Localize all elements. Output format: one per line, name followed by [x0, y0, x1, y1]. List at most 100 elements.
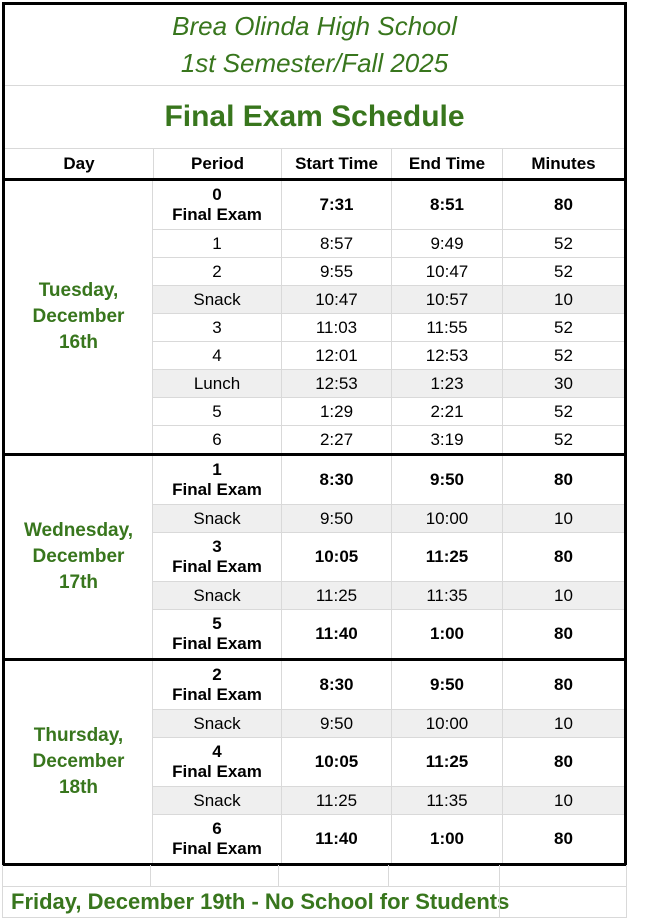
- period-exam-label: Final Exam: [172, 480, 262, 499]
- period-exam-label: Final Exam: [172, 557, 262, 576]
- end-time-cell: 10:00: [391, 710, 502, 737]
- minutes-cell: 52: [502, 342, 624, 369]
- end-time-cell: 9:49: [391, 230, 502, 257]
- schedule-row: 1 Final Exam 8:30 9:50 80: [153, 456, 624, 504]
- empty-cell: [499, 865, 621, 886]
- schedule-row: 1 8:57 9:49 52: [153, 229, 624, 257]
- empty-cell: [499, 887, 626, 917]
- schedule-row: 3 11:03 11:55 52: [153, 313, 624, 341]
- end-time-cell: 10:57: [391, 286, 502, 313]
- period-number: Lunch: [193, 373, 241, 393]
- schedule-row: 6 Final Exam 11:40 1:00 80: [153, 814, 624, 863]
- start-time-cell: 11:40: [281, 610, 391, 658]
- day-label-line: Wednesday,: [23, 520, 134, 541]
- day-label-line: December: [32, 751, 125, 772]
- period-cell: Snack: [153, 286, 281, 313]
- period-cell: 1 Final Exam: [153, 456, 281, 504]
- period-cell: Snack: [153, 710, 281, 737]
- period-number: Snack: [193, 508, 241, 528]
- minutes-cell: 30: [502, 370, 624, 397]
- minutes-cell: 10: [502, 710, 624, 737]
- start-time-cell: 9:55: [281, 258, 391, 285]
- end-time-cell: 1:00: [391, 815, 502, 863]
- minutes-cell: 52: [502, 398, 624, 425]
- end-time-cell: 8:51: [391, 181, 502, 229]
- minutes-cell: 80: [502, 181, 624, 229]
- minutes-cell: 10: [502, 286, 624, 313]
- start-time-cell: 7:31: [281, 181, 391, 229]
- section-divider: [5, 453, 624, 456]
- end-time-cell: 1:00: [391, 610, 502, 658]
- section-divider: [5, 178, 624, 181]
- start-time-cell: 2:27: [281, 426, 391, 453]
- period-cell: 6: [153, 426, 281, 453]
- end-time-cell: 11:25: [391, 738, 502, 786]
- start-time-cell: 8:30: [281, 661, 391, 709]
- column-header-start-time: Start Time: [281, 149, 391, 178]
- end-time-cell: 11:55: [391, 314, 502, 341]
- schedule-row: 5 1:29 2:21 52: [153, 397, 624, 425]
- period-cell: 3: [153, 314, 281, 341]
- period-number: 5: [212, 401, 222, 421]
- period-number: 2: [212, 261, 222, 281]
- schedule-row: 5 Final Exam 11:40 1:00 80: [153, 609, 624, 658]
- start-time-cell: 11:40: [281, 815, 391, 863]
- end-time-cell: 12:53: [391, 342, 502, 369]
- period-cell: 5: [153, 398, 281, 425]
- start-time-cell: 11:25: [281, 787, 391, 814]
- period-number: 1: [212, 233, 222, 253]
- day-section: Thursday, December 18th 2 Final Exam 8:30 9:50…: [5, 661, 624, 863]
- day-section: Wednesday, December 17th 1 Final Exam 8:30 9:5…: [5, 456, 624, 658]
- period-number: 3: [212, 317, 222, 337]
- minutes-cell: 80: [502, 533, 624, 581]
- schedule-row: Snack 11:25 11:35 10: [153, 581, 624, 609]
- schedule-row: Snack 10:47 10:57 10: [153, 285, 624, 313]
- empty-row: [3, 865, 626, 887]
- empty-cell: [3, 865, 150, 886]
- period-number: 1: [212, 460, 222, 479]
- minutes-cell: 80: [502, 456, 624, 504]
- schedule-row: 0 Final Exam 7:31 8:51 80: [153, 181, 624, 229]
- start-time-cell: 10:05: [281, 533, 391, 581]
- end-time-cell: 2:21: [391, 398, 502, 425]
- period-number: Snack: [193, 289, 241, 309]
- period-exam-label: Final Exam: [172, 634, 262, 653]
- end-time-cell: 10:47: [391, 258, 502, 285]
- day-label-line: December: [32, 306, 125, 327]
- period-cell: Lunch: [153, 370, 281, 397]
- period-cell: 1: [153, 230, 281, 257]
- schedule-row: 4 Final Exam 10:05 11:25 80: [153, 737, 624, 786]
- start-time-cell: 8:57: [281, 230, 391, 257]
- school-name: Brea Olinda High School: [172, 11, 457, 41]
- day-label: Thursday, December 18th: [5, 661, 153, 863]
- end-time-cell: 11:25: [391, 533, 502, 581]
- period-number: 4: [212, 345, 222, 365]
- period-exam-label: Final Exam: [172, 685, 262, 704]
- exam-schedule-sheet: Brea Olinda High School 1st Semester/Fal…: [2, 2, 627, 866]
- semester-label: 1st Semester/Fall 2025: [180, 48, 449, 78]
- minutes-cell: 80: [502, 610, 624, 658]
- start-time-cell: 11:03: [281, 314, 391, 341]
- day-section: Tuesday, December 16th 0 Final Exam 7:31 8:51 8…: [5, 181, 624, 453]
- start-time-cell: 10:47: [281, 286, 391, 313]
- day-rows: 0 Final Exam 7:31 8:51 80 1 8:57 9:49 52 2 9:55 10:…: [153, 181, 624, 453]
- start-time-cell: 9:50: [281, 710, 391, 737]
- schedule-row: 4 12:01 12:53 52: [153, 341, 624, 369]
- period-number: 2: [212, 665, 222, 684]
- empty-cell: [150, 865, 278, 886]
- period-number: 5: [212, 614, 222, 633]
- day-label-line: Tuesday,: [38, 280, 119, 301]
- end-time-cell: 9:50: [391, 456, 502, 504]
- start-time-cell: 10:05: [281, 738, 391, 786]
- period-exam-label: Final Exam: [172, 839, 262, 858]
- schedule-title: Final Exam Schedule: [5, 86, 624, 149]
- minutes-cell: 52: [502, 258, 624, 285]
- period-cell: 2 Final Exam: [153, 661, 281, 709]
- column-header-period: Period: [153, 149, 281, 178]
- period-cell: 3 Final Exam: [153, 533, 281, 581]
- day-rows: 1 Final Exam 8:30 9:50 80 Snack 9:50 10:00 10 3 Fi…: [153, 456, 624, 658]
- schedule-row: 3 Final Exam 10:05 11:25 80: [153, 532, 624, 581]
- start-time-cell: 9:50: [281, 505, 391, 532]
- school-title-block: Brea Olinda High School 1st Semester/Fal…: [5, 5, 624, 86]
